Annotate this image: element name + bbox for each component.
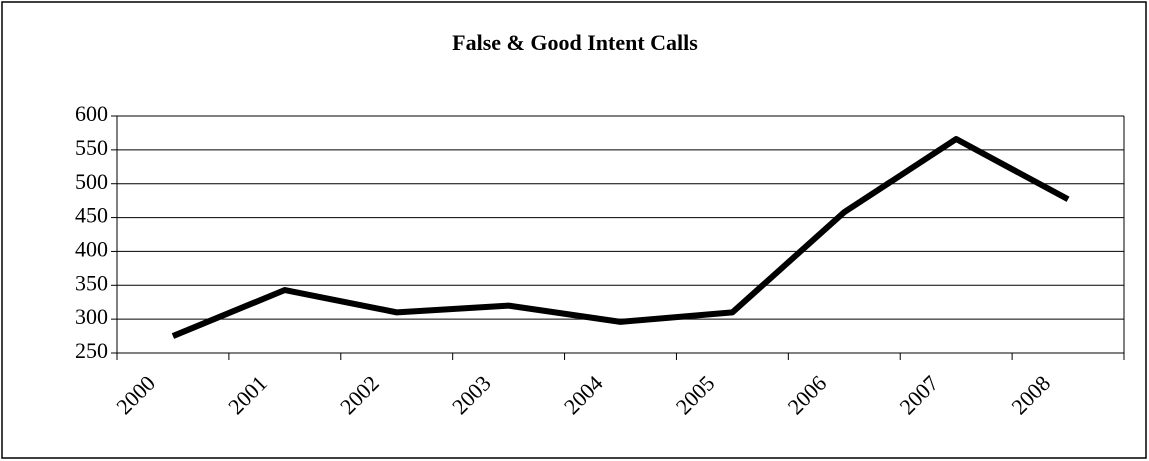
y-tick-label: 350: [75, 270, 108, 295]
chart-title: False & Good Intent Calls: [452, 30, 698, 55]
y-tick-label: 600: [75, 101, 108, 126]
y-tick-label: 550: [75, 135, 108, 160]
y-tick-label: 400: [75, 236, 108, 261]
y-tick-label: 500: [75, 169, 108, 194]
y-tick-label: 450: [75, 203, 108, 228]
y-tick-label: 300: [75, 304, 108, 329]
data-line: [171, 136, 1070, 339]
y-tick-label: 250: [75, 338, 108, 363]
